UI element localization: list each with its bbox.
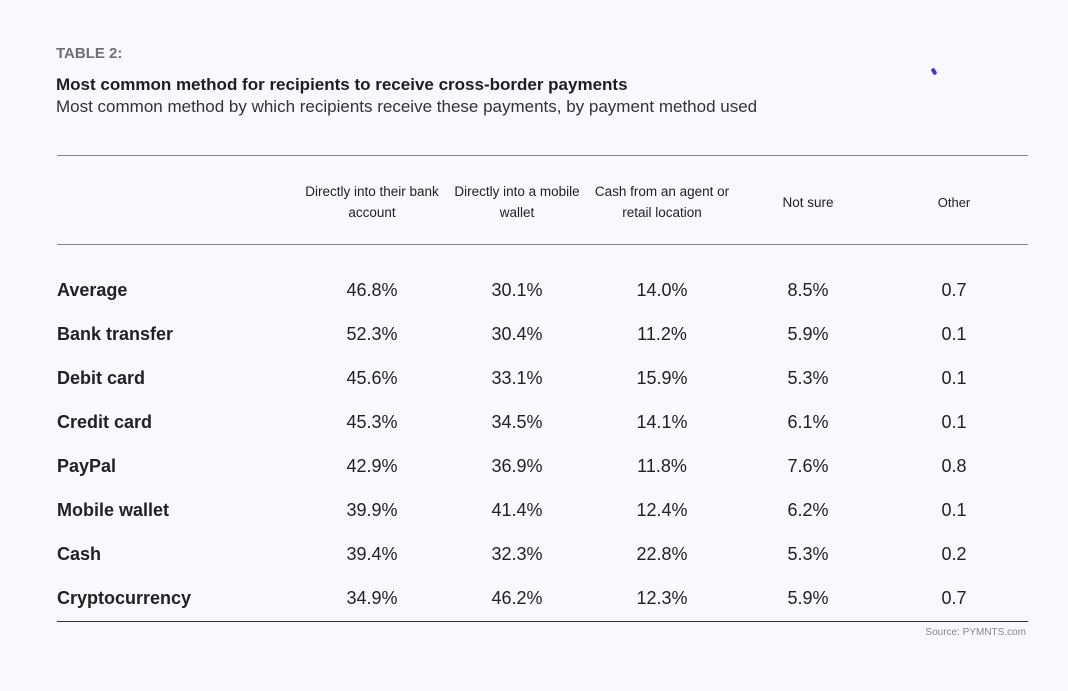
cell-value: 52.3% bbox=[346, 324, 398, 344]
cell-value: 42.9% bbox=[346, 456, 398, 476]
cell-value: 0.1 bbox=[941, 500, 967, 520]
source-note: Source: PYMNTS.com bbox=[925, 627, 1026, 638]
cell-value: 12.3% bbox=[636, 588, 688, 608]
cell-value: 5.9% bbox=[787, 324, 829, 344]
column-header: Directly into a mobile wallet bbox=[454, 184, 580, 220]
row-label: Average bbox=[57, 280, 128, 300]
cell-value: 41.4% bbox=[491, 500, 543, 520]
bottom-divider bbox=[57, 621, 1028, 622]
cell-value: 45.6% bbox=[346, 368, 398, 388]
cell-value: 0.7 bbox=[941, 280, 967, 300]
column-header: Not sure bbox=[782, 194, 834, 210]
cell-value: 12.4% bbox=[636, 500, 688, 520]
cell-value: 34.5% bbox=[491, 412, 543, 432]
cell-value: 14.1% bbox=[636, 412, 688, 432]
table-row: Cash 39.4% 32.3% 22.8% 5.3% 0.2 bbox=[57, 542, 1028, 566]
cell-value: 0.1 bbox=[941, 412, 967, 432]
column-header: Cash from an agent or retail location bbox=[594, 184, 730, 220]
cell-value: 0.2 bbox=[941, 544, 967, 564]
table-row: Debit card 45.6% 33.1% 15.9% 5.3% 0.1 bbox=[57, 366, 1028, 390]
cell-value: 0.1 bbox=[941, 324, 967, 344]
row-label: Bank transfer bbox=[57, 324, 174, 344]
cell-value: 22.8% bbox=[636, 544, 688, 564]
cell-value: 8.5% bbox=[787, 280, 829, 300]
top-divider bbox=[57, 155, 1028, 156]
cell-value: 46.8% bbox=[346, 280, 398, 300]
row-label: PayPal bbox=[57, 456, 117, 476]
table-kicker: TABLE 2: bbox=[56, 45, 123, 62]
cell-value: 6.1% bbox=[787, 412, 829, 432]
accent-mark-icon bbox=[930, 67, 938, 76]
cell-value: 11.8% bbox=[637, 456, 687, 476]
cell-value: 11.2% bbox=[637, 324, 687, 344]
cell-value: 32.3% bbox=[491, 544, 543, 564]
column-header: Other bbox=[937, 194, 971, 210]
cell-value: 5.9% bbox=[787, 588, 829, 608]
column-header: Directly into their bank account bbox=[305, 184, 439, 220]
cell-value: 30.1% bbox=[491, 280, 543, 300]
row-label: Cash bbox=[57, 544, 102, 564]
cell-value: 36.9% bbox=[491, 456, 543, 476]
cell-value: 5.3% bbox=[787, 368, 829, 388]
row-label: Credit card bbox=[57, 412, 153, 432]
table-row: Cryptocurrency 34.9% 46.2% 12.3% 5.9% 0.7 bbox=[57, 586, 1028, 610]
row-label: Cryptocurrency bbox=[57, 588, 192, 608]
row-label: Debit card bbox=[57, 368, 146, 388]
cell-value: 46.2% bbox=[491, 588, 543, 608]
table-subtitle: Most common method by which recipients r… bbox=[56, 97, 758, 116]
cell-value: 5.3% bbox=[787, 544, 829, 564]
cell-value: 30.4% bbox=[491, 324, 543, 344]
table-row: Average 46.8% 30.1% 14.0% 8.5% 0.7 bbox=[57, 278, 1028, 302]
cell-value: 0.7 bbox=[941, 588, 967, 608]
table-title: Most common method for recipients to rec… bbox=[56, 75, 628, 94]
header-divider bbox=[57, 244, 1028, 245]
cell-value: 0.8 bbox=[941, 456, 967, 476]
row-label: Mobile wallet bbox=[57, 500, 170, 520]
table-row: PayPal 42.9% 36.9% 11.8% 7.6% 0.8 bbox=[57, 454, 1028, 478]
cell-value: 14.0% bbox=[636, 280, 688, 300]
cell-value: 0.1 bbox=[941, 368, 967, 388]
table-row: Bank transfer 52.3% 30.4% 11.2% 5.9% 0.1 bbox=[57, 322, 1028, 346]
cell-value: 15.9% bbox=[636, 368, 688, 388]
cell-value: 39.9% bbox=[346, 500, 398, 520]
table-row: Credit card 45.3% 34.5% 14.1% 6.1% 0.1 bbox=[57, 410, 1028, 434]
cell-value: 45.3% bbox=[346, 412, 398, 432]
cell-value: 39.4% bbox=[346, 544, 398, 564]
cell-value: 34.9% bbox=[346, 588, 398, 608]
cell-value: 6.2% bbox=[787, 500, 829, 520]
cell-value: 7.6% bbox=[787, 456, 829, 476]
cell-value: 33.1% bbox=[491, 368, 543, 388]
table-row: Mobile wallet 39.9% 41.4% 12.4% 6.2% 0.1 bbox=[57, 498, 1028, 522]
